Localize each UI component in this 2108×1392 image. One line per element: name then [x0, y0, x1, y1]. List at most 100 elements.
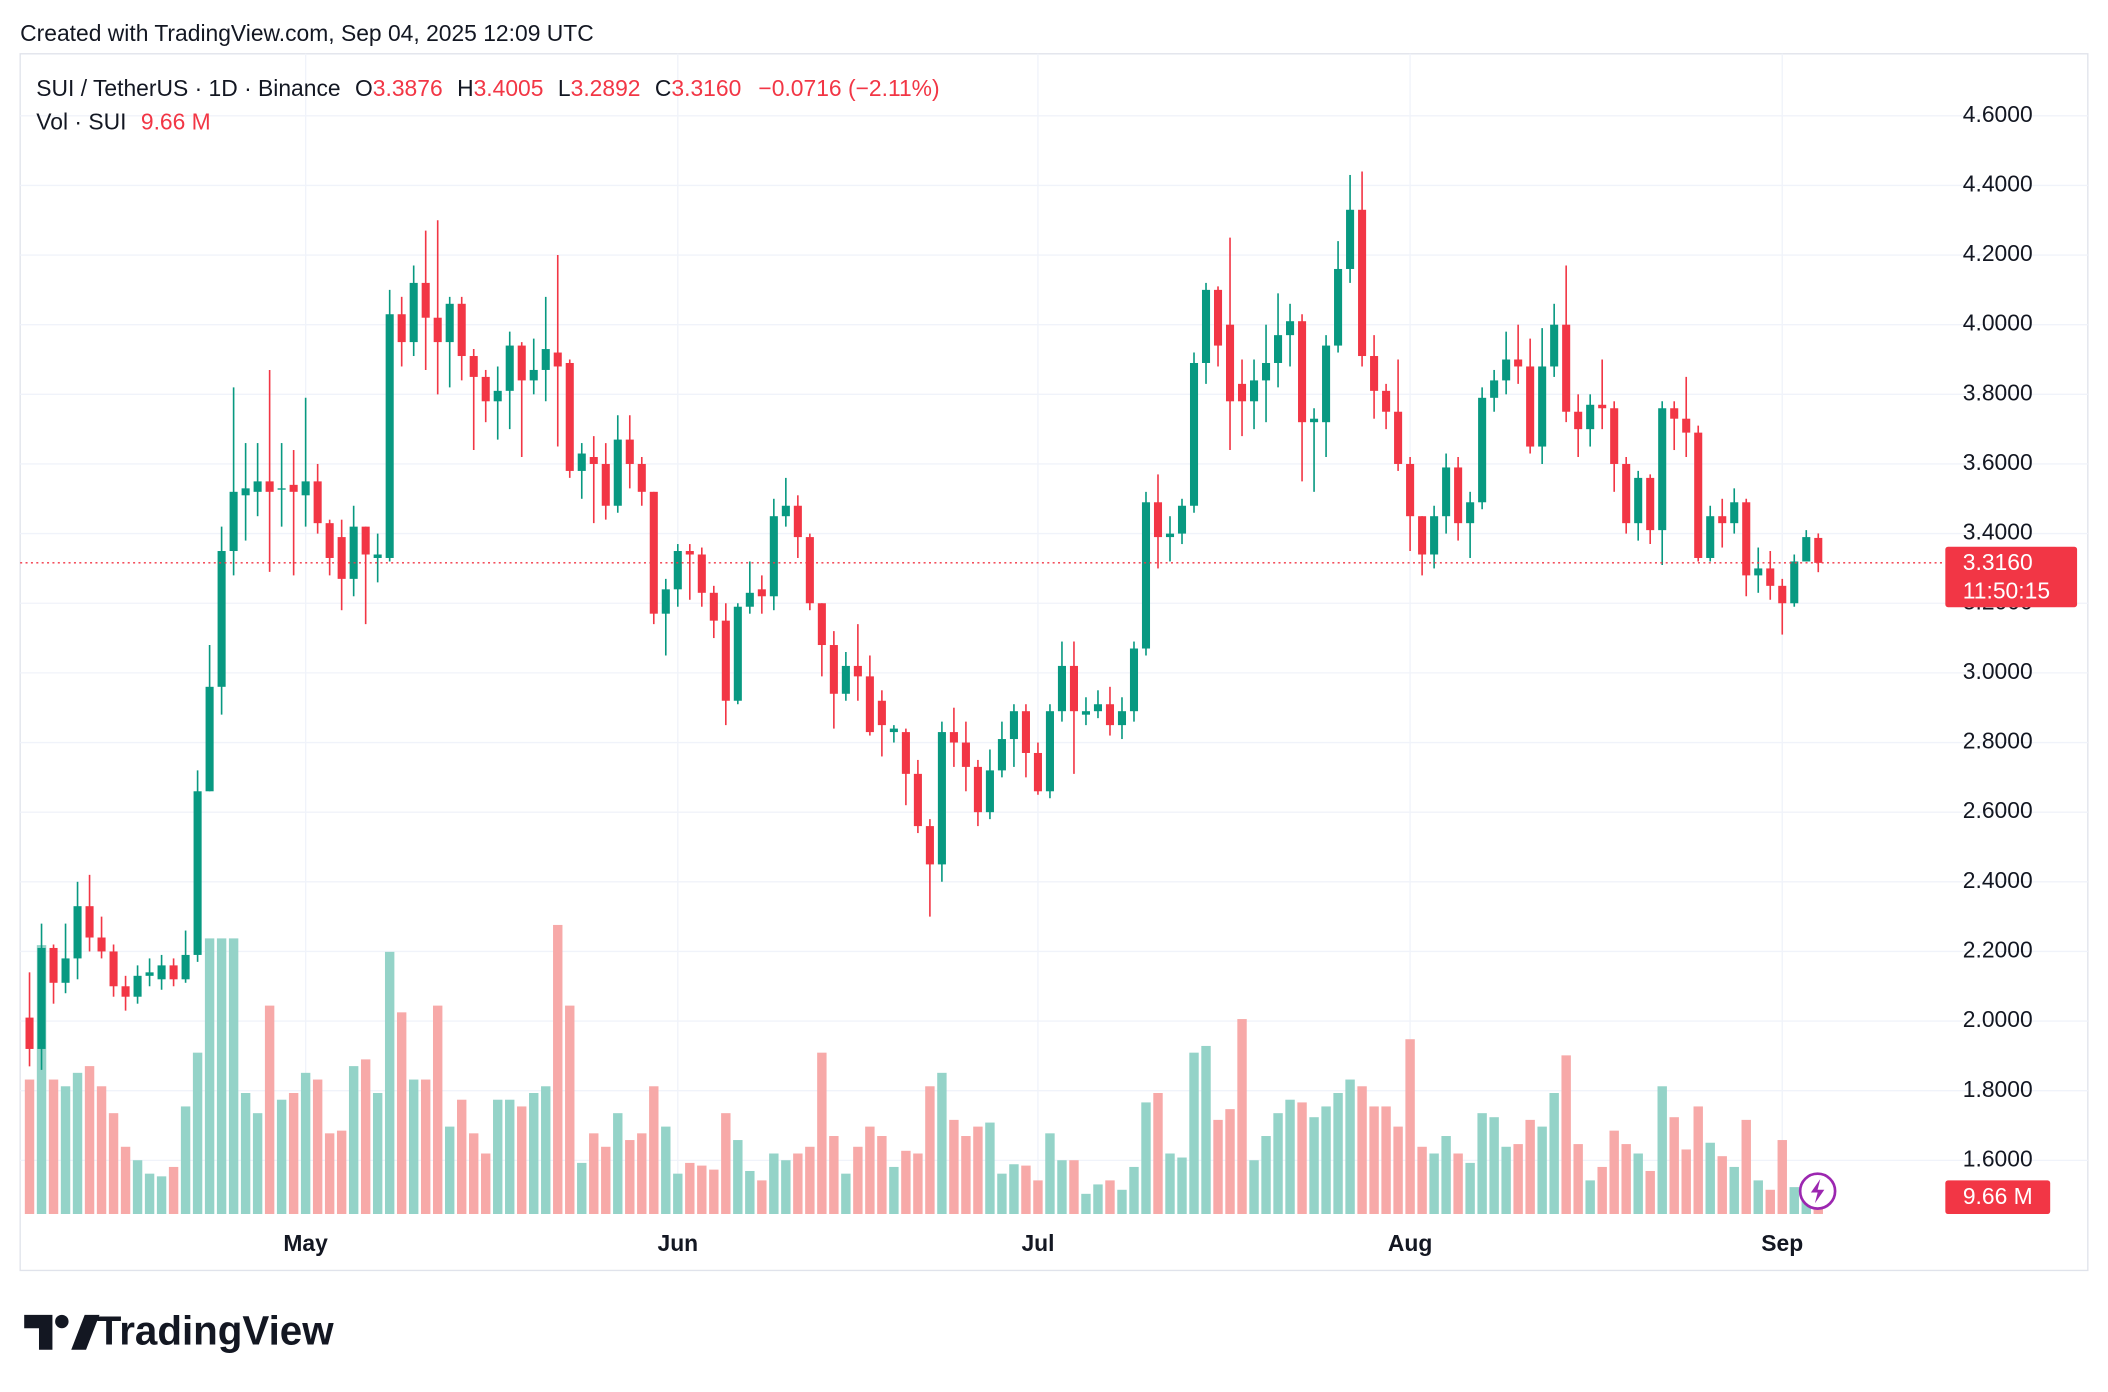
- volume-bar: [1045, 1133, 1055, 1214]
- candle-body: [985, 770, 994, 813]
- volume-bar: [769, 1153, 779, 1214]
- volume-bar: [1537, 1126, 1547, 1214]
- candle-body: [85, 906, 94, 938]
- candle-body: [97, 937, 106, 952]
- volume-bar: [877, 1136, 887, 1214]
- x-tick-label: Aug: [1388, 1230, 1432, 1256]
- volume-bar: [781, 1160, 791, 1214]
- candle-body: [1129, 648, 1139, 712]
- candle-body: [1021, 711, 1030, 753]
- candle-body: [25, 1017, 34, 1049]
- candle-body: [889, 728, 898, 733]
- volume-bar: [1513, 1144, 1523, 1214]
- candle-body: [169, 965, 178, 980]
- candle-body: [1250, 380, 1259, 402]
- volume-bar: [721, 1113, 731, 1214]
- volume-bar: [1693, 1106, 1703, 1214]
- volume-bar: [661, 1126, 671, 1214]
- volume-bar: [601, 1146, 611, 1214]
- volume-bar: [120, 1146, 131, 1214]
- candle-body: [241, 488, 250, 496]
- candle-body: [289, 484, 298, 492]
- volume-bar: [817, 1052, 827, 1214]
- candle-body: [517, 345, 526, 381]
- candle-body: [769, 516, 778, 597]
- volume-bar: [1117, 1189, 1127, 1214]
- candle-body: [253, 481, 262, 492]
- volume-bar: [1741, 1119, 1751, 1214]
- candle-body: [337, 537, 346, 579]
- grid: [20, 53, 2088, 1214]
- candle-body: [1754, 568, 1763, 576]
- y-tick-label: 3.0000: [1963, 658, 2033, 684]
- volume-bar: [565, 1005, 575, 1214]
- symbol: SUI / TetherUS · 1D · Binance: [36, 75, 340, 101]
- volume-bar: [96, 1086, 107, 1214]
- volume-bar: [1417, 1146, 1427, 1214]
- candle-body: [1430, 516, 1439, 555]
- volume-bar: [901, 1150, 911, 1214]
- volume-bar: [180, 1106, 191, 1214]
- volume-bar: [673, 1173, 683, 1214]
- candle-body: [853, 665, 862, 677]
- volume-bar: [1369, 1106, 1379, 1214]
- candle-body: [1225, 324, 1235, 402]
- volume-bar: [24, 1079, 35, 1214]
- volume-bar: [517, 1106, 527, 1214]
- volume-bar: [1237, 1019, 1247, 1214]
- candle-body: [1213, 289, 1223, 346]
- candle-body: [385, 314, 394, 558]
- candle-body: [133, 975, 142, 997]
- volume-bar: [541, 1086, 551, 1214]
- candle-body: [217, 551, 226, 687]
- volume-bar: [853, 1146, 863, 1214]
- volume-bar: [457, 1099, 467, 1214]
- candle-body: [925, 826, 934, 865]
- volume-bar: [553, 924, 563, 1214]
- candle-body: [685, 551, 694, 555]
- candle-body: [1418, 516, 1427, 555]
- candle-body: [973, 766, 982, 813]
- candle-body: [1045, 711, 1054, 792]
- volume-bar: [1333, 1092, 1343, 1214]
- candle-body: [109, 951, 118, 987]
- candle-body: [1694, 432, 1703, 558]
- candle-body: [937, 732, 946, 865]
- y-tick-label: 2.0000: [1963, 1006, 2033, 1032]
- volume-bar: [1165, 1153, 1175, 1214]
- volume-bar: [36, 945, 47, 1214]
- candle-body: [73, 906, 82, 959]
- volume-bar: [637, 1133, 647, 1214]
- candle-body: [457, 303, 466, 357]
- volume-bar: [1057, 1160, 1067, 1214]
- volume-bar: [276, 1099, 287, 1214]
- candle-body: [745, 592, 754, 607]
- volume-bar: [144, 1173, 155, 1214]
- change: −0.0716 (−2.11%): [758, 75, 939, 101]
- volume-bar: [1561, 1055, 1571, 1214]
- candle-body: [157, 965, 166, 980]
- candle-body: [721, 620, 730, 701]
- candle-body: [1814, 537, 1823, 563]
- volume-bar: [1321, 1106, 1331, 1214]
- candle-body: [997, 739, 1006, 771]
- candle-body: [1406, 463, 1415, 517]
- candle-body: [1634, 477, 1643, 524]
- candle-body: [805, 537, 814, 604]
- volume-bar: [1789, 1187, 1799, 1214]
- volume-value: 9.66 M: [141, 109, 211, 135]
- volume-bar: [1525, 1119, 1535, 1214]
- candle-body: [1718, 516, 1727, 524]
- volume-bar: [613, 1113, 623, 1214]
- candle-body: [1778, 585, 1787, 604]
- open-label: O: [355, 75, 373, 101]
- y-tick-label: 3.6000: [1963, 449, 2033, 475]
- candle-body: [1706, 516, 1715, 558]
- volume-bar: [1669, 1117, 1679, 1214]
- volume-bar: [709, 1169, 719, 1214]
- volume-bar: [1765, 1189, 1775, 1214]
- volume-bar: [108, 1113, 119, 1214]
- volume-bar: [1681, 1149, 1691, 1214]
